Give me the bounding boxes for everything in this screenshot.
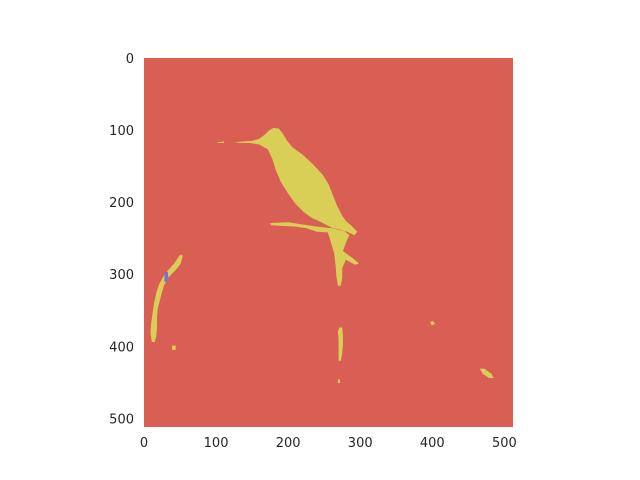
background-region (144, 58, 513, 427)
region-perch-branch (270, 222, 359, 286)
y-tick-label: 0 (126, 52, 134, 67)
x-tick-label: 500 (492, 436, 517, 451)
y-tick-label: 200 (109, 196, 134, 211)
x-tick-label: 0 (140, 436, 148, 451)
region-bird (234, 127, 358, 236)
region-lower-stem (337, 327, 343, 361)
y-tick-label: 300 (109, 268, 134, 283)
x-axis: 0 100 200 300 400 500 (140, 436, 517, 451)
x-tick-label: 400 (420, 436, 445, 451)
y-tick-label: 400 (109, 340, 134, 355)
y-tick-label: 500 (109, 412, 134, 427)
region-beak-tip (217, 141, 224, 143)
plot-area (144, 58, 513, 427)
x-tick-label: 100 (204, 436, 229, 451)
region-blue-mark (164, 272, 169, 283)
region-right-spot (430, 321, 436, 326)
region-lower-stem-tip (337, 379, 340, 383)
region-right-twig (479, 368, 494, 378)
y-tick-label: 100 (109, 124, 134, 139)
x-tick-label: 300 (348, 436, 373, 451)
x-tick-label: 200 (276, 436, 301, 451)
region-left-stem (150, 254, 183, 342)
y-axis: 0 100 200 300 400 500 (109, 52, 134, 427)
region-left-fragment (172, 345, 176, 350)
